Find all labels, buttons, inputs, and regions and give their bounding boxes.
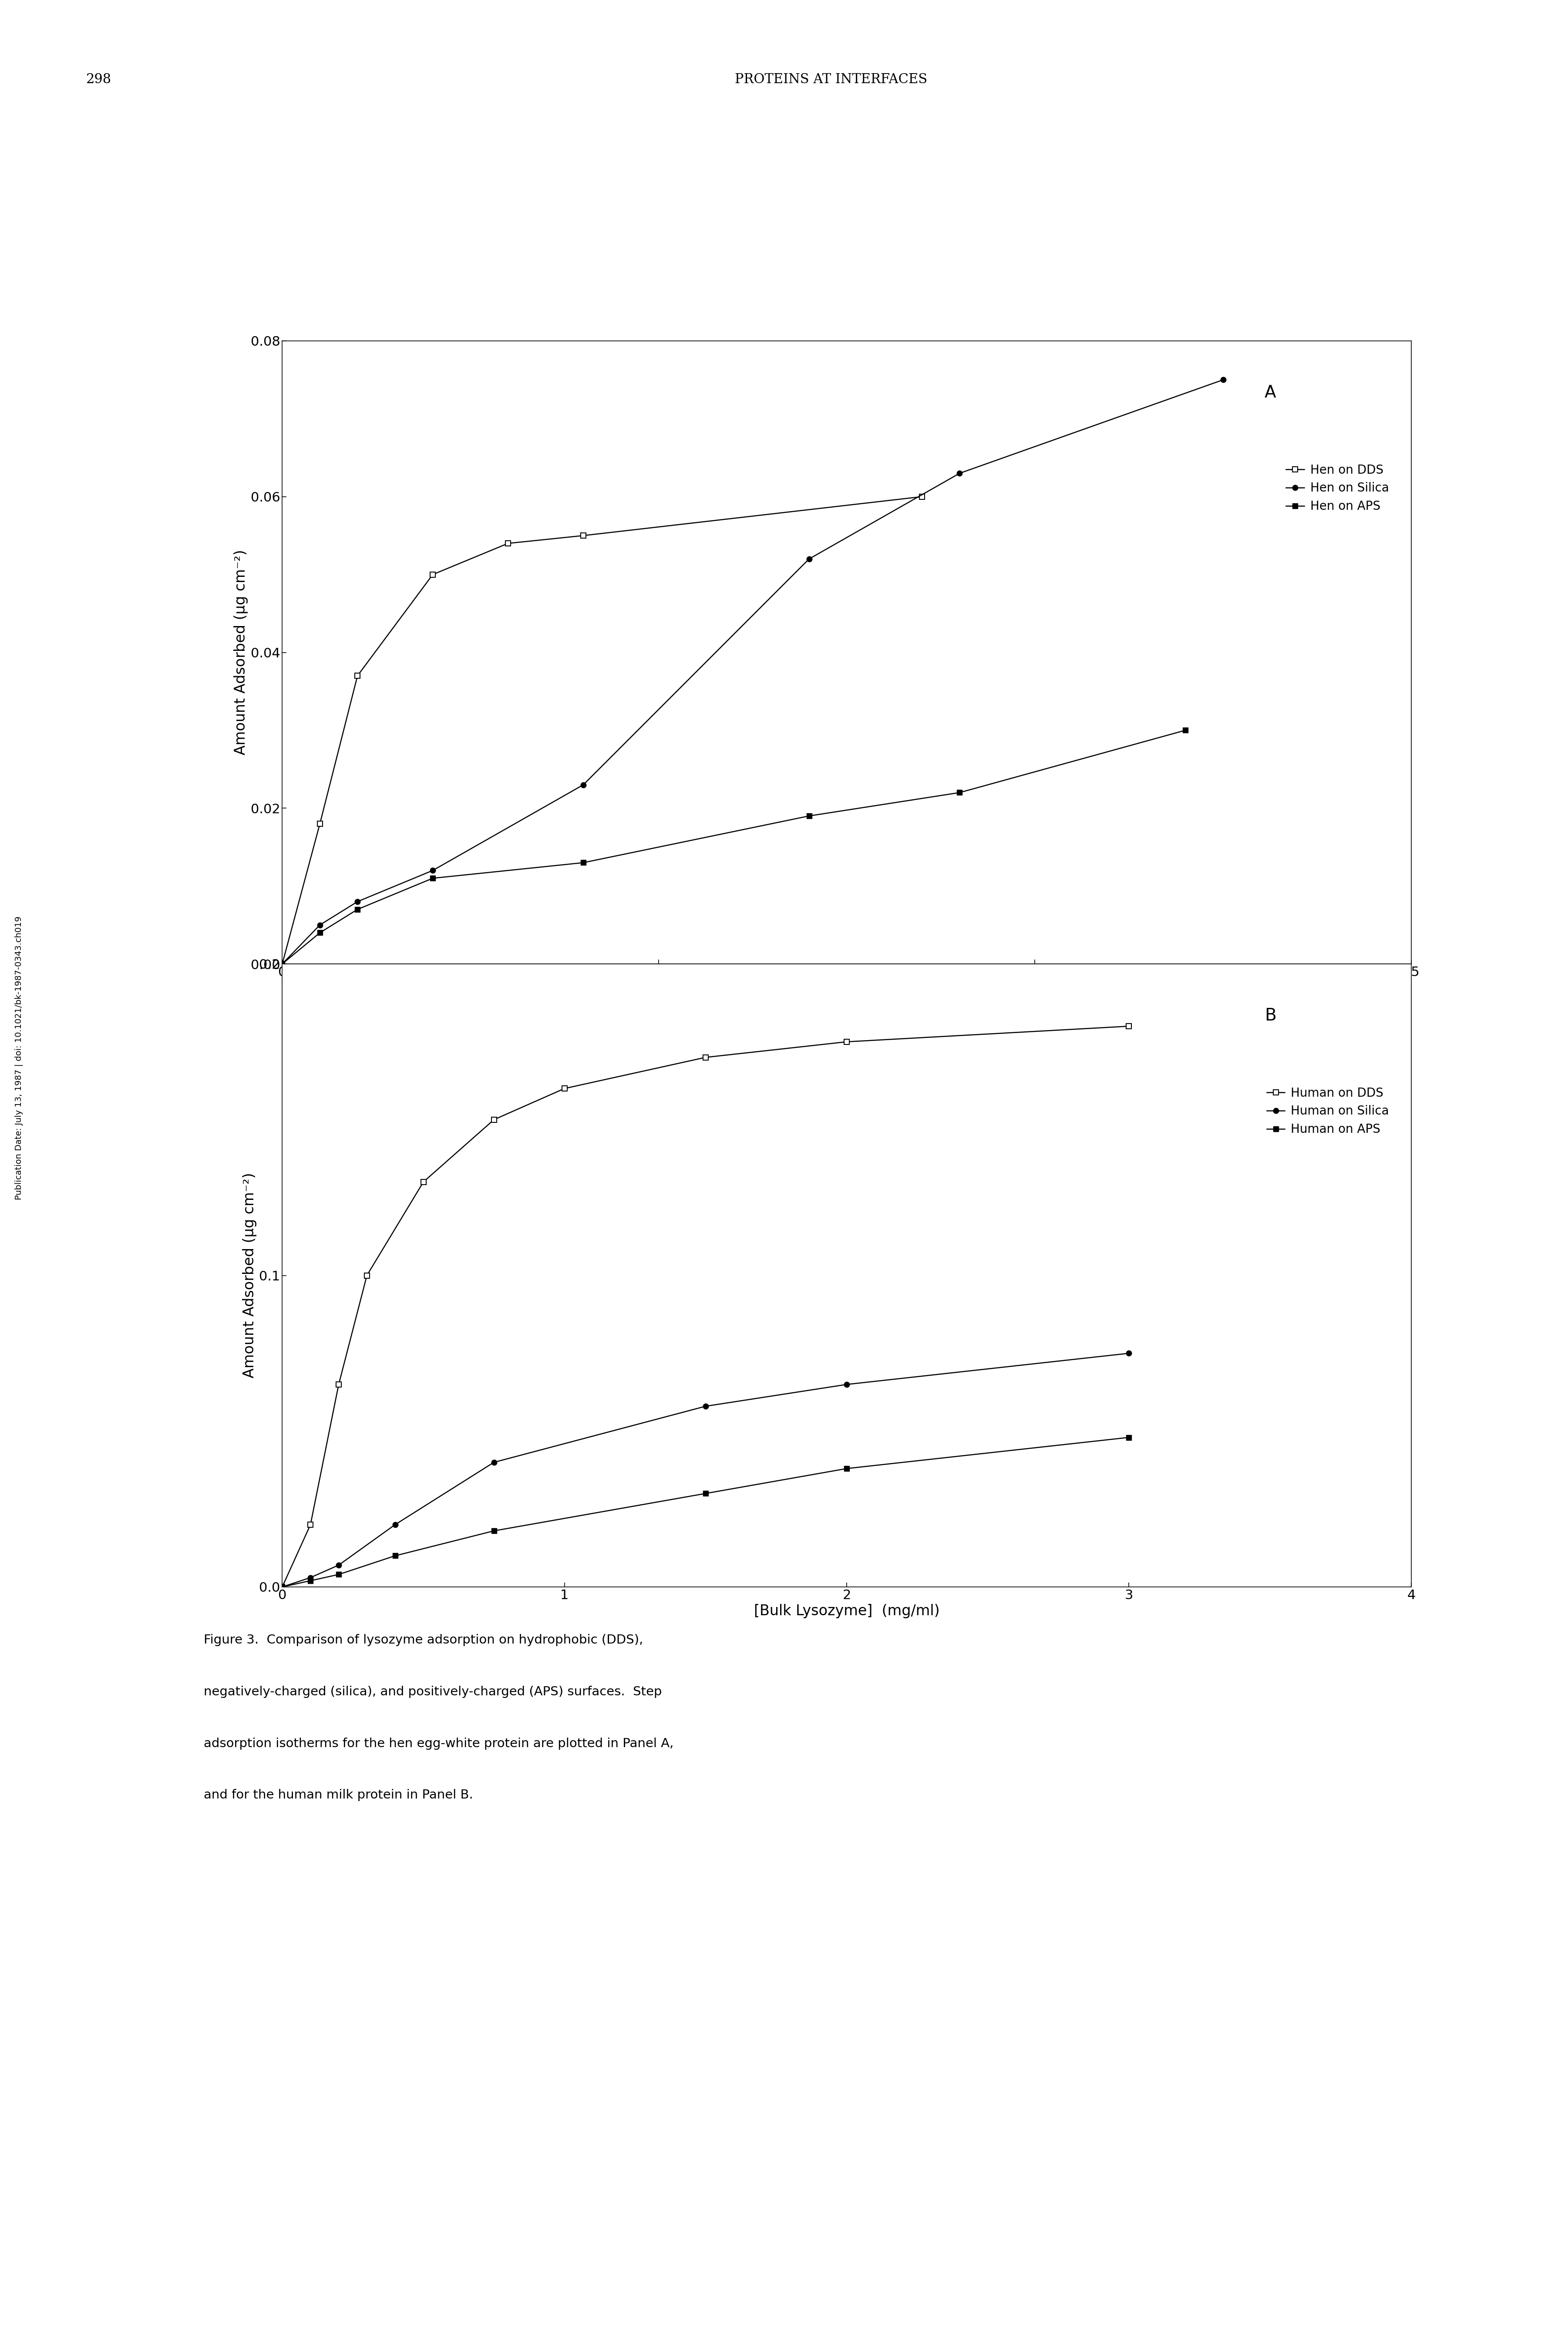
Line: Human on DDS: Human on DDS bbox=[279, 1023, 1132, 1589]
Text: adsorption isotherms for the hen egg-white protein are plotted in Panel A,: adsorption isotherms for the hen egg-whi… bbox=[204, 1737, 674, 1749]
Text: Publication Date: July 13, 1987 | doi: 10.1021/bk-1987-0343.ch019: Publication Date: July 13, 1987 | doi: 1… bbox=[14, 917, 24, 1199]
Hen on Silica bbox=[310, 910, 329, 938]
Legend: Hen on DDS, Hen on Silica, Hen on APS: Hen on DDS, Hen on Silica, Hen on APS bbox=[1281, 458, 1394, 517]
Human on DDS bbox=[837, 1027, 856, 1056]
Hen on Silica bbox=[574, 771, 593, 799]
Human on Silica bbox=[485, 1448, 503, 1476]
Hen on APS bbox=[574, 849, 593, 877]
Human on APS bbox=[485, 1516, 503, 1545]
Human on APS bbox=[301, 1566, 320, 1594]
Hen on APS bbox=[1176, 717, 1195, 745]
Hen on APS bbox=[348, 896, 367, 924]
Human on APS bbox=[1120, 1422, 1138, 1451]
Human on APS bbox=[329, 1561, 348, 1589]
Human on Silica bbox=[301, 1563, 320, 1592]
Text: negatively-charged (silica), and positively-charged (APS) surfaces.  Step: negatively-charged (silica), and positiv… bbox=[204, 1686, 662, 1697]
Human on APS bbox=[696, 1479, 715, 1507]
Hen on APS bbox=[950, 778, 969, 806]
Human on DDS bbox=[485, 1105, 503, 1133]
Text: PROTEINS AT INTERFACES: PROTEINS AT INTERFACES bbox=[735, 73, 927, 87]
Human on DDS bbox=[358, 1260, 376, 1288]
Hen on Silica bbox=[1214, 367, 1232, 395]
Human on APS bbox=[273, 1573, 292, 1601]
Text: B: B bbox=[1264, 1009, 1276, 1025]
Text: and for the human milk protein in Panel B.: and for the human milk protein in Panel … bbox=[204, 1789, 474, 1801]
Human on Silica bbox=[273, 1573, 292, 1601]
Hen on Silica bbox=[348, 889, 367, 917]
Human on Silica bbox=[696, 1392, 715, 1420]
Hen on APS bbox=[310, 919, 329, 947]
Human on DDS bbox=[696, 1044, 715, 1072]
Line: Hen on Silica: Hen on Silica bbox=[279, 376, 1226, 966]
Human on APS bbox=[837, 1455, 856, 1483]
Hen on DDS bbox=[423, 560, 442, 588]
Human on DDS bbox=[301, 1509, 320, 1538]
Text: Figure 3.  Comparison of lysozyme adsorption on hydrophobic (DDS),: Figure 3. Comparison of lysozyme adsorpt… bbox=[204, 1634, 643, 1646]
Human on DDS bbox=[273, 1573, 292, 1601]
Hen on DDS bbox=[310, 809, 329, 837]
Line: Hen on APS: Hen on APS bbox=[279, 726, 1189, 966]
Line: Human on APS: Human on APS bbox=[279, 1434, 1132, 1589]
Hen on DDS bbox=[348, 661, 367, 689]
Hen on APS bbox=[423, 865, 442, 893]
Human on APS bbox=[386, 1542, 405, 1570]
Hen on DDS bbox=[913, 482, 931, 510]
Human on DDS bbox=[329, 1371, 348, 1399]
Y-axis label: Amount Adsorbed (μg cm⁻²): Amount Adsorbed (μg cm⁻²) bbox=[243, 1173, 257, 1378]
Human on Silica bbox=[386, 1509, 405, 1538]
Hen on Silica bbox=[273, 950, 292, 978]
X-axis label: [Bulk Lysozyme]  (mg/ml): [Bulk Lysozyme] (mg/ml) bbox=[754, 1603, 939, 1617]
Y-axis label: Amount Adsorbed (μg cm⁻²): Amount Adsorbed (μg cm⁻²) bbox=[234, 550, 248, 755]
Hen on DDS bbox=[574, 522, 593, 550]
Hen on DDS bbox=[273, 950, 292, 978]
Legend: Human on DDS, Human on Silica, Human on APS: Human on DDS, Human on Silica, Human on … bbox=[1262, 1081, 1394, 1140]
Human on Silica bbox=[329, 1552, 348, 1580]
Human on Silica bbox=[1120, 1340, 1138, 1368]
Hen on Silica bbox=[800, 545, 818, 574]
Human on Silica bbox=[837, 1371, 856, 1399]
Hen on Silica bbox=[950, 458, 969, 487]
Hen on APS bbox=[800, 802, 818, 830]
Text: 298: 298 bbox=[86, 73, 111, 87]
Hen on DDS bbox=[499, 529, 517, 557]
Line: Human on Silica: Human on Silica bbox=[279, 1349, 1132, 1589]
Human on DDS bbox=[414, 1168, 433, 1197]
Text: A: A bbox=[1264, 386, 1276, 402]
Human on DDS bbox=[555, 1074, 574, 1103]
Hen on Silica bbox=[423, 856, 442, 884]
Human on DDS bbox=[1120, 1011, 1138, 1039]
Line: Hen on DDS: Hen on DDS bbox=[279, 494, 925, 966]
Hen on APS bbox=[273, 950, 292, 978]
